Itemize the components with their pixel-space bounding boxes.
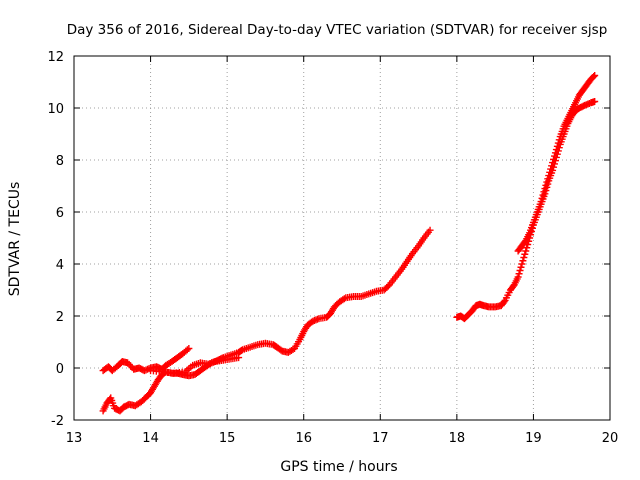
- data-point: [520, 254, 528, 261]
- y-tick-label: 10: [47, 102, 64, 117]
- data-point: [538, 194, 546, 202]
- y-tick-label: 8: [56, 154, 64, 169]
- data-point: [543, 178, 551, 186]
- data-point: [516, 267, 524, 274]
- data-point: [540, 188, 548, 196]
- y-tick-labels: -2 0 2 4 6 8 10 12: [47, 50, 64, 429]
- plot-frame: [73, 55, 611, 421]
- data-point: [125, 360, 133, 368]
- x-tick-label: 14: [142, 431, 159, 446]
- data-point: [185, 345, 193, 352]
- data-point: [426, 226, 434, 234]
- data-point: [591, 98, 599, 105]
- data-point: [551, 149, 559, 157]
- y-tick-label: 6: [56, 206, 64, 221]
- x-tick-label: 15: [219, 431, 236, 446]
- axis-ticks: [73, 55, 611, 421]
- data-point: [546, 168, 554, 176]
- series-4: [514, 72, 599, 255]
- data-point: [555, 136, 563, 144]
- chart-title: Day 356 of 2016, Sidereal Day-to-day VTE…: [67, 22, 608, 38]
- grid-lines: [74, 56, 610, 420]
- data-point: [547, 165, 555, 173]
- series-2: [147, 354, 243, 377]
- data-point: [522, 247, 530, 255]
- x-axis-label: GPS time / hours: [280, 459, 397, 475]
- y-tick-label: 12: [47, 50, 64, 65]
- series-0: [99, 345, 193, 375]
- data-point: [541, 185, 549, 193]
- data-point: [550, 155, 558, 163]
- data-point: [552, 146, 560, 154]
- y-tick-label: 2: [56, 310, 64, 325]
- data-point: [553, 142, 561, 150]
- data-point: [517, 263, 525, 271]
- data-point: [539, 191, 547, 199]
- data-point: [591, 72, 599, 79]
- data-point: [518, 260, 526, 268]
- data-point: [548, 162, 556, 170]
- data-point: [554, 139, 562, 147]
- data-point: [521, 250, 529, 258]
- y-tick-label: -2: [51, 414, 64, 429]
- data-point: [550, 152, 558, 160]
- data-point: [124, 359, 132, 367]
- data-point: [542, 181, 550, 189]
- data-point: [537, 198, 545, 206]
- data-point: [183, 346, 191, 354]
- x-tick-label: 20: [602, 431, 619, 446]
- data-point: [515, 270, 523, 278]
- series-1: [99, 226, 434, 415]
- data-point: [519, 257, 527, 265]
- x-tick-label: 16: [295, 431, 312, 446]
- data-point: [544, 175, 552, 183]
- y-tick-label: 4: [56, 258, 64, 273]
- data-point: [590, 72, 598, 80]
- x-tick-labels: 13 14 15 16 17 18 19 20: [66, 431, 619, 446]
- x-tick-label: 19: [525, 431, 542, 446]
- data-point: [235, 354, 243, 362]
- data-point: [340, 295, 348, 303]
- data-point: [545, 172, 553, 180]
- series-3: [453, 98, 599, 323]
- x-tick-label: 13: [66, 431, 83, 446]
- y-axis-label: SDTVAR / TECUs: [7, 182, 23, 297]
- x-tick-label: 17: [372, 431, 389, 446]
- data-point: [514, 273, 522, 281]
- data-point: [127, 362, 135, 370]
- data-series: [99, 72, 599, 415]
- x-tick-label: 18: [449, 431, 466, 446]
- y-tick-label: 0: [56, 362, 64, 377]
- data-point: [500, 298, 508, 306]
- data-point: [549, 159, 557, 167]
